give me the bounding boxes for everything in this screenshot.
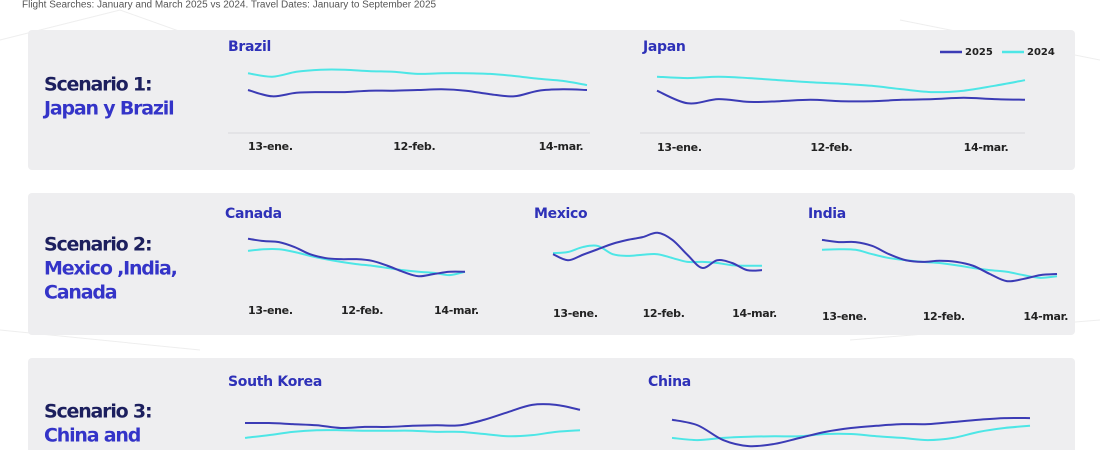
x-tick-label: 12-feb. xyxy=(341,304,383,317)
scenario-heading: Canada xyxy=(44,282,117,304)
legend-label: 2025 xyxy=(965,47,993,58)
series-line xyxy=(671,416,1031,448)
scenario-heading: China and xyxy=(44,425,140,447)
series-line xyxy=(821,238,1058,283)
chart-title: Canada xyxy=(225,206,282,222)
series-line xyxy=(247,237,466,278)
x-tick-label: 13-ene. xyxy=(822,310,867,323)
chart-title: Japan xyxy=(642,39,686,55)
series-line xyxy=(552,231,763,272)
series-line xyxy=(244,429,581,439)
scenario-heading: Scenario 2: xyxy=(44,234,151,256)
chart-title: China xyxy=(648,374,691,390)
series-line xyxy=(821,248,1058,279)
chart-title: Mexico xyxy=(534,206,588,222)
series-line xyxy=(247,68,588,87)
x-tick-label: 14-mar. xyxy=(732,307,777,320)
subtitle: Flight Searches: January and March 2025 … xyxy=(22,0,437,11)
series-line xyxy=(671,424,1031,442)
series-line xyxy=(656,89,1026,105)
series-line xyxy=(552,244,763,267)
chart-title: India xyxy=(808,206,846,222)
x-tick-label: 13-ene. xyxy=(657,141,702,154)
chart-title: Brazil xyxy=(228,39,271,55)
legend-label: 2024 xyxy=(1027,47,1055,58)
scenario-heading: Scenario 1: xyxy=(44,74,151,96)
x-tick-label: 13-ene. xyxy=(248,304,293,317)
chart-title: South Korea xyxy=(228,374,322,390)
series-line xyxy=(247,88,588,98)
panel xyxy=(28,30,1075,170)
scenario-heading: Japan y Brazil xyxy=(42,98,173,120)
panel xyxy=(28,193,1075,335)
series-line xyxy=(656,75,1026,94)
x-tick-label: 13-ene. xyxy=(553,307,598,320)
x-tick-label: 14-mar. xyxy=(964,141,1009,154)
x-tick-label: 14-mar. xyxy=(539,140,584,153)
scenario-heading: Mexico ,India, xyxy=(44,258,177,280)
x-tick-label: 12-feb. xyxy=(393,140,435,153)
series-line xyxy=(244,403,581,430)
x-tick-label: 14-mar. xyxy=(1023,310,1068,323)
x-tick-label: 12-feb. xyxy=(923,310,965,323)
scenario-heading: Scenario 3: xyxy=(44,401,151,423)
x-tick-label: 12-feb. xyxy=(810,141,852,154)
series-line xyxy=(247,247,466,277)
x-tick-label: 12-feb. xyxy=(643,307,685,320)
x-tick-label: 13-ene. xyxy=(248,140,293,153)
x-tick-label: 14-mar. xyxy=(434,304,479,317)
